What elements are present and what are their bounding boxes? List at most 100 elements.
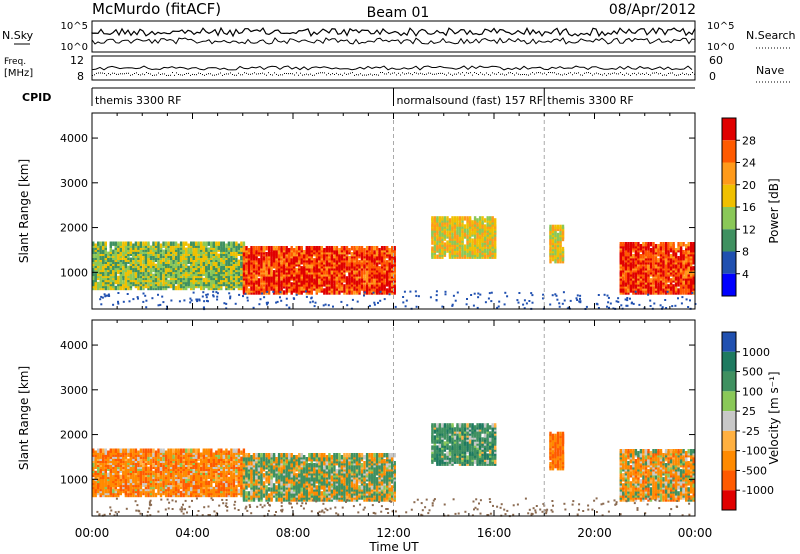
colorbar-tick-label: -100 <box>742 445 767 458</box>
power-y-axis: 1000 2000 3000 4000 <box>60 113 696 309</box>
freq-tick-high: 12 <box>70 54 84 67</box>
echo-region <box>242 453 396 502</box>
scatter-noise <box>96 497 691 518</box>
echo-region <box>92 448 246 498</box>
cpid-segment-label: themis 3300 RF <box>95 94 182 107</box>
colorbar-swatch <box>722 207 736 230</box>
cpid-row: themis 3300 RF normalsound (fast) 157 RF t… <box>91 88 634 107</box>
colorbar-swatch <box>722 118 736 141</box>
velocity-colorbar: 1000 500 100 25 -25 -100 -500 -1000 <box>721 331 774 511</box>
echo-region <box>242 246 396 295</box>
colorbar-swatch <box>722 470 736 491</box>
power-heatmap <box>92 113 697 311</box>
x-tick-label: 20:00 <box>577 526 612 540</box>
beam-title: Beam 01 <box>367 5 430 21</box>
colorbar-swatch <box>722 251 736 274</box>
y-tick-label: 2000 <box>60 222 88 235</box>
power-panel: 1000 2000 3000 4000 <box>60 112 697 311</box>
colorbar-tick-label: 500 <box>742 366 763 379</box>
x-tick-label: 00:00 <box>75 526 110 540</box>
nave-tick-high: 60 <box>709 54 723 67</box>
x-tick-label: 08:00 <box>276 526 311 540</box>
nsky-tick-low: 10^0 <box>61 42 88 53</box>
colorbar-swatch <box>722 351 736 372</box>
colorbar-swatch <box>722 371 736 392</box>
colorbar-swatch <box>722 391 736 412</box>
y-tick-label: 4000 <box>60 132 88 145</box>
cpid-segment-label: normalsound (fast) 157 RF <box>397 94 544 107</box>
colorbar-swatch <box>722 162 736 185</box>
nsky-label: N.Sky <box>2 29 34 42</box>
echo-region <box>619 449 695 502</box>
colorbar-swatch <box>722 273 736 296</box>
y-tick-label: 1000 <box>60 266 88 279</box>
power-colorbar: 28 24 20 16 12 8 4 <box>721 117 756 297</box>
colorbar-swatch <box>722 411 736 431</box>
colorbar-tick-label: -25 <box>742 425 760 438</box>
power-colorbar-label: Power [dB] <box>767 178 781 243</box>
colorbar-tick-label: 20 <box>742 179 756 192</box>
nsearch-tick-low: 10^0 <box>707 42 734 53</box>
colorbar-tick-label: 1000 <box>742 346 770 359</box>
time-x-label: Time UT <box>368 540 419 554</box>
colorbar-tick-label: 24 <box>742 157 756 170</box>
cpid-segment-label: themis 3300 RF <box>547 94 634 107</box>
nsky-tick-high: 10^5 <box>61 21 88 32</box>
nsky-trace <box>91 26 696 45</box>
freq-strip <box>91 55 696 81</box>
x-tick-label: 12:00 <box>376 526 411 540</box>
x-tick-label: 04:00 <box>175 526 210 540</box>
colorbar-tick-label: 16 <box>742 201 756 214</box>
velocity-y-label: Slant Range [km] <box>17 366 31 470</box>
nsearch-tick-high: 10^5 <box>707 21 734 32</box>
colorbar-swatch <box>722 140 736 163</box>
echo-region <box>549 431 565 471</box>
scatter-noise <box>99 290 697 311</box>
velocity-y-axis: 1000 2000 3000 4000 <box>60 320 696 516</box>
freq-label-1: Freq. <box>4 57 26 67</box>
colorbar-swatch <box>722 430 736 451</box>
cpid-label: CPID <box>22 91 51 104</box>
nave-tick-low: 0 <box>709 70 716 83</box>
colorbar-tick-label: 12 <box>742 223 756 236</box>
velocity-colorbar-label: Velocity [m s⁻¹] <box>767 371 781 464</box>
station-title: McMurdo (fitACF) <box>92 0 221 18</box>
freq-label-2: [MHz] <box>4 68 33 79</box>
echo-region <box>431 216 497 259</box>
colorbar-swatch <box>722 490 736 510</box>
nave-label: Nave <box>756 64 784 77</box>
freq-tick-low: 8 <box>77 70 84 83</box>
y-tick-label: 1000 <box>60 473 88 486</box>
x-tick-label: 00:00 <box>678 526 713 540</box>
colorbar-tick-label: 4 <box>742 268 749 281</box>
echo-region <box>549 224 565 264</box>
echo-region <box>92 241 246 291</box>
nsky-strip <box>91 20 696 53</box>
y-tick-label: 4000 <box>60 339 88 352</box>
colorbar-tick-label: 28 <box>742 134 756 147</box>
freq-trace <box>91 65 695 76</box>
colorbar-swatch <box>722 450 736 471</box>
nsearch-label: N.Search <box>746 29 796 42</box>
power-y-label: Slant Range [km] <box>17 159 31 263</box>
echo-region <box>431 423 497 466</box>
y-tick-label: 2000 <box>60 429 88 442</box>
time-x-axis: 00:00 04:00 08:00 12:00 16:00 20:00 00:00 <box>75 526 713 540</box>
colorbar-swatch <box>722 184 736 207</box>
colorbar-swatch <box>722 332 736 352</box>
velocity-heatmap <box>92 320 695 518</box>
colorbar-tick-label: 25 <box>742 405 756 418</box>
x-tick-label: 16:00 <box>477 526 512 540</box>
y-tick-label: 3000 <box>60 384 88 397</box>
colorbar-tick-label: 8 <box>742 246 749 259</box>
colorbar-tick-label: -1000 <box>742 484 774 497</box>
y-tick-label: 3000 <box>60 177 88 190</box>
velocity-panel: 1000 2000 3000 4000 00:00 04:00 08:00 12:00 16:… <box>60 319 713 540</box>
colorbar-swatch <box>722 229 736 252</box>
colorbar-tick-label: 100 <box>742 385 763 398</box>
date-title: 08/Apr/2012 <box>609 2 696 18</box>
echo-region <box>619 242 695 295</box>
colorbar-tick-label: -500 <box>742 464 767 477</box>
